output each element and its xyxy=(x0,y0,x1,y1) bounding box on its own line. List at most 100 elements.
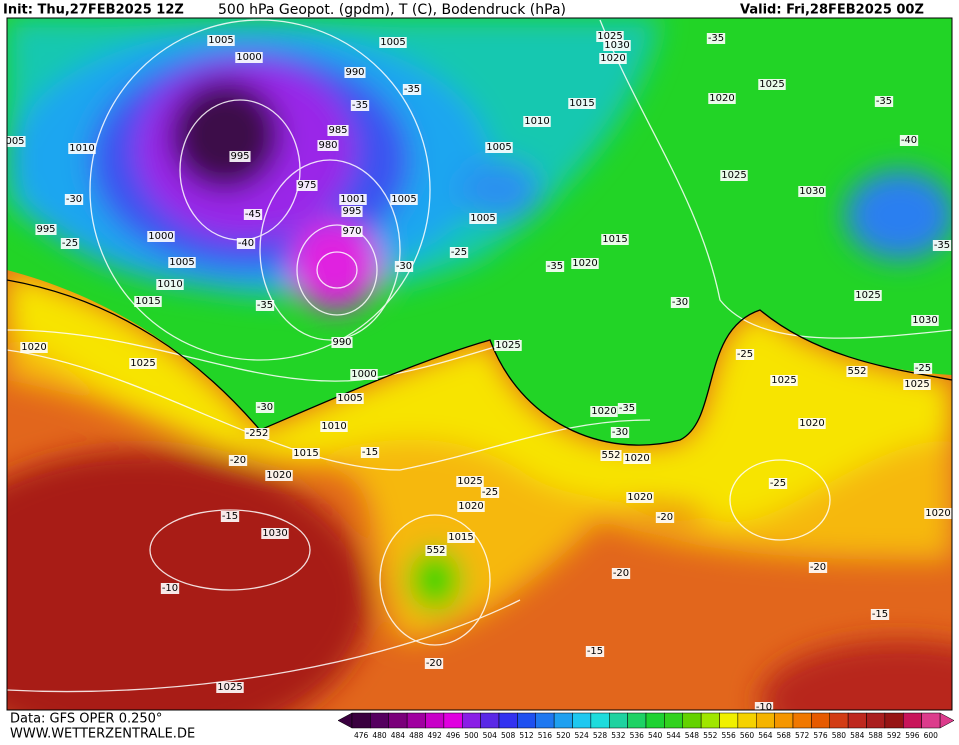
colorbar-swatch xyxy=(847,712,867,729)
colorbar-swatch xyxy=(480,712,500,729)
label-box xyxy=(568,98,596,109)
colorbar-label: 480 xyxy=(372,731,387,740)
colorbar-swatch xyxy=(553,712,573,729)
map-label: -20 xyxy=(810,562,826,573)
colorbar-label: 536 xyxy=(630,731,645,740)
label-box xyxy=(292,448,320,459)
colorbar-swatch xyxy=(774,712,794,729)
colorbar-label: 504 xyxy=(483,731,498,740)
field-yellow-orange xyxy=(7,270,952,640)
label-box xyxy=(599,53,627,64)
map-label: 995 xyxy=(342,206,361,217)
label-box xyxy=(339,194,367,205)
colorbar-swatch xyxy=(370,712,389,729)
map-label: -25 xyxy=(915,363,931,374)
colorbar-label: 476 xyxy=(354,731,369,740)
map-label: 1005 xyxy=(486,142,511,153)
label-box xyxy=(229,151,251,162)
map-frame xyxy=(6,17,953,711)
map-label: 1015 xyxy=(569,98,594,109)
colorbar-label: 580 xyxy=(832,731,847,740)
map-label: 1020 xyxy=(21,342,46,353)
label-box xyxy=(320,421,348,432)
colorbar-swatch xyxy=(921,712,941,729)
map-label: 1010 xyxy=(157,279,182,290)
colorbar-swatch xyxy=(903,712,922,729)
label-box xyxy=(770,375,798,386)
label-box xyxy=(720,170,748,181)
label-box xyxy=(596,31,624,42)
colorbar-swatch xyxy=(664,712,683,729)
colorbar-label: 520 xyxy=(556,731,571,740)
colorbar-swatch xyxy=(590,712,610,729)
map-label: -25 xyxy=(62,238,78,249)
colorbar-label: 512 xyxy=(519,731,534,740)
colorbar-label: 572 xyxy=(795,731,810,740)
map-label: 995 xyxy=(230,151,249,162)
map-label: -35 xyxy=(934,240,950,251)
label-box xyxy=(341,226,363,237)
colorbar-label: 552 xyxy=(703,731,718,740)
colorbar-swatch xyxy=(627,712,647,729)
label-box xyxy=(64,194,84,205)
map-label: 975 xyxy=(297,180,316,191)
label-box xyxy=(207,35,235,46)
label-box xyxy=(341,206,363,217)
map-label: 1010 xyxy=(321,421,346,432)
label-box xyxy=(129,358,157,369)
colorbar-label: 600 xyxy=(924,731,939,740)
map-label: -35 xyxy=(708,33,724,44)
map-label: -25 xyxy=(737,349,753,360)
data-source: Data: GFS OPER 0.250° xyxy=(10,712,162,727)
label-box xyxy=(317,140,339,151)
map-label: 1025 xyxy=(495,340,520,351)
label-box xyxy=(449,247,469,258)
map-label: 1020 xyxy=(266,470,291,481)
map-label: -15 xyxy=(587,646,603,657)
map-label: -20 xyxy=(657,512,673,523)
field-red xyxy=(760,640,952,710)
colorbar-label: 484 xyxy=(391,731,406,740)
contour-552 xyxy=(7,279,952,446)
colorbar-swatch xyxy=(443,712,463,729)
website: WWW.WETTERZENTRALE.DE xyxy=(10,727,195,742)
label-box xyxy=(379,37,407,48)
colorbar-label: 588 xyxy=(869,731,884,740)
map-label: 1020 xyxy=(591,406,616,417)
map-label: 1030 xyxy=(912,315,937,326)
map-label: -10 xyxy=(756,702,772,713)
colorbar-swatch xyxy=(829,712,849,729)
map-label: -20 xyxy=(426,658,442,669)
colorbar-swatch xyxy=(425,712,445,729)
map-label: -25 xyxy=(482,487,498,498)
colorbar-swatch xyxy=(406,712,426,729)
map-label: 1020 xyxy=(600,53,625,64)
label-box xyxy=(7,136,26,147)
map-label: 1025 xyxy=(130,358,155,369)
label-box xyxy=(480,487,500,498)
valid-time: Valid: Fri,28FEB2025 00Z xyxy=(740,3,924,18)
label-box xyxy=(168,257,196,268)
colorbar-swatch xyxy=(388,712,408,729)
map-label: -30 xyxy=(672,297,688,308)
label-box xyxy=(585,646,605,657)
map-label: -35 xyxy=(547,261,563,272)
colorbar-swatch xyxy=(645,712,665,729)
map-label: 1015 xyxy=(448,532,473,543)
map-label: 1015 xyxy=(602,234,627,245)
colorbar-swatch xyxy=(719,712,739,729)
colorbar-swatch xyxy=(517,712,536,729)
colorbar-swatch xyxy=(498,712,518,729)
label-box xyxy=(425,545,447,556)
label-box xyxy=(331,337,353,348)
colorbar-label: 556 xyxy=(722,731,737,740)
map-label: 552 xyxy=(847,366,866,377)
label-box xyxy=(913,363,933,374)
map-label: 1020 xyxy=(624,453,649,464)
label-box xyxy=(457,501,485,512)
label-box xyxy=(360,447,380,458)
map-label: 1000 xyxy=(236,52,261,63)
colorbar-label: 500 xyxy=(464,731,479,740)
